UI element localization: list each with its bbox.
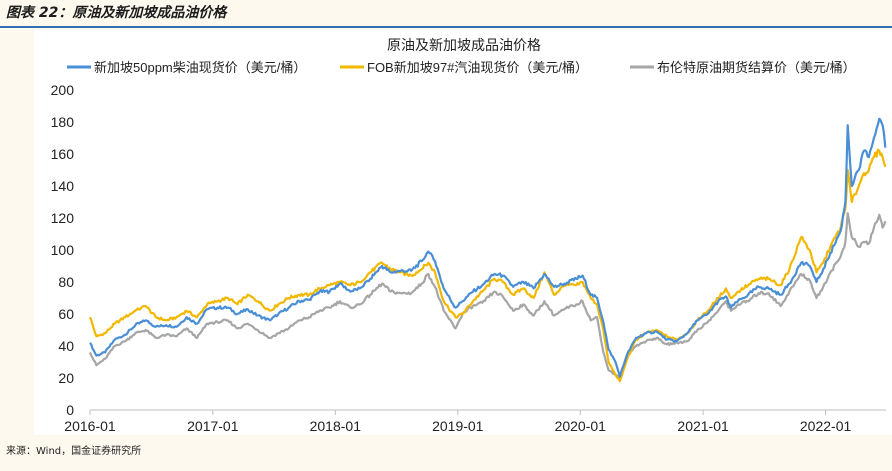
chart-legend: 新加坡50ppm柴油现货价（美元/桶） FOB新加坡97#汽油现货价（美元/桶） 布…: [67, 60, 856, 75]
legend-label-1: FOB新加坡97#汽油现货价（美元/桶）: [367, 60, 588, 75]
x-tick-label: 2022-01: [800, 418, 852, 434]
y-tick-label: 160: [51, 146, 75, 162]
x-tick-label: 2016-01: [64, 418, 116, 434]
x-tick-label: 2018-01: [310, 418, 362, 434]
figure-title: 图表 22：原油及新加坡成品油价格: [6, 5, 227, 21]
y-tick-label: 200: [51, 82, 75, 98]
legend-label-2: 布伦特原油期货结算价（美元/桶）: [657, 60, 856, 75]
legend-label-0: 新加坡50ppm柴油现货价（美元/桶）: [94, 60, 306, 75]
y-tick-label: 120: [51, 210, 75, 226]
title-rule: [0, 26, 892, 28]
y-tick-label: 20: [58, 370, 74, 386]
series-line-2: [88, 212, 887, 380]
x-tick-label: 2017-01: [187, 418, 239, 434]
chart-area: 原油及新加坡成品油价格 新加坡50ppm柴油现货价（美元/桶） FOB新加坡97#…: [34, 30, 892, 435]
source-note: 来源：Wind，国金证券研究所: [6, 446, 142, 457]
chart-title: 原油及新加坡成品油价格: [387, 38, 541, 54]
x-tick-label: 2020-01: [555, 418, 607, 434]
x-axis: 2016-01 2017-01 2018-01 2019-01 2020-01 2021-…: [64, 409, 886, 434]
price-line-chart: 原油及新加坡成品油价格 新加坡50ppm柴油现货价（美元/桶） FOB新加坡97#…: [51, 38, 887, 434]
x-tick-label: 2021-01: [677, 418, 729, 434]
y-tick-label: 0: [66, 402, 74, 418]
x-tick-label: 2019-01: [432, 418, 484, 434]
series-layer: [88, 117, 887, 383]
y-tick-label: 180: [51, 114, 75, 130]
y-axis: 0 20 40 60 80 100 120 140 160 180 200: [51, 82, 75, 418]
y-tick-label: 100: [51, 242, 75, 258]
series-line-0: [89, 117, 887, 378]
y-tick-label: 140: [51, 178, 75, 194]
y-tick-label: 80: [58, 274, 74, 290]
y-tick-label: 60: [58, 306, 74, 322]
y-tick-label: 40: [58, 338, 74, 354]
series-line-1: [88, 148, 887, 383]
